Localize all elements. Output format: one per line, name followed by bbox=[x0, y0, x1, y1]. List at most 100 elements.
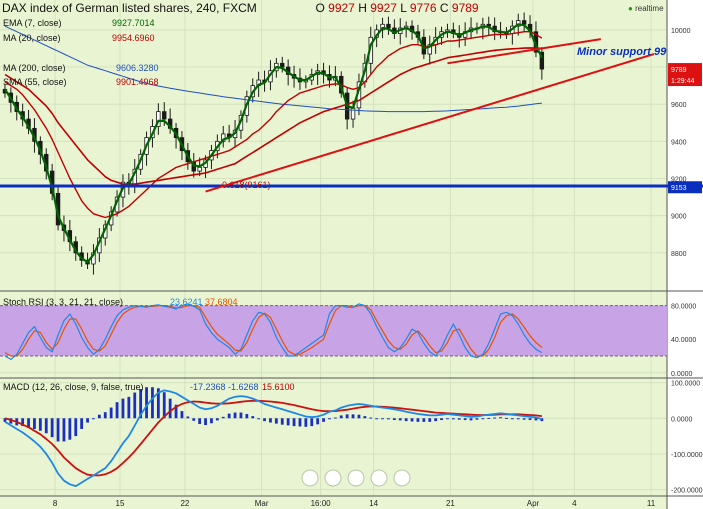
macd-histogram-bar bbox=[221, 416, 225, 419]
macd-histogram-bar bbox=[115, 402, 119, 419]
macd-value-1: -17.2368 bbox=[190, 382, 226, 392]
ohlc-close-value: 9789 bbox=[451, 1, 479, 15]
zoom-out-icon[interactable] bbox=[324, 469, 342, 487]
macd-histogram-bar bbox=[404, 418, 408, 422]
macd-histogram-bar bbox=[440, 418, 443, 421]
arrow-left-icon[interactable] bbox=[301, 469, 319, 487]
macd-histogram-bar bbox=[505, 417, 508, 419]
macd-histogram-bar bbox=[381, 418, 384, 420]
macd-histogram-bar bbox=[316, 418, 320, 425]
macd-histogram-bar bbox=[121, 398, 125, 419]
macd-histogram-bar bbox=[198, 418, 202, 424]
ohlc-open-value: 9927 bbox=[328, 1, 355, 15]
macd-histogram-bar bbox=[50, 418, 54, 438]
macd-histogram-bar bbox=[516, 418, 520, 420]
macd-histogram-bar bbox=[151, 387, 154, 419]
macd-histogram-bar bbox=[428, 418, 432, 422]
macd-histogram-bar bbox=[493, 417, 497, 419]
candle-body bbox=[197, 166, 202, 172]
macd-histogram-bar bbox=[103, 412, 107, 419]
macd-histogram-bar bbox=[322, 418, 325, 422]
macd-histogram-bar bbox=[192, 418, 196, 421]
macd-histogram-bar bbox=[310, 418, 314, 427]
indicator-ma20[interactable]: MA (20, close) bbox=[3, 33, 61, 43]
macd-histogram-bar bbox=[257, 418, 261, 420]
time-axis-tick-label: 14 bbox=[369, 499, 378, 508]
price-axis-tick-label: 9000 bbox=[671, 214, 687, 221]
indicator-ema[interactable]: EMA (7, close) bbox=[3, 18, 62, 28]
macd-histogram-bar bbox=[534, 418, 538, 421]
ohlc-close-key: C bbox=[439, 1, 449, 15]
macd-histogram-bar bbox=[233, 412, 237, 419]
macd-histogram-bar bbox=[86, 418, 89, 423]
minor-support-label: Minor support 99 bbox=[577, 46, 667, 58]
macd-histogram-bar bbox=[145, 387, 148, 419]
candle-body bbox=[521, 20, 527, 25]
macd-histogram-bar bbox=[328, 418, 331, 420]
price-tag-label: 1:29:44 bbox=[671, 78, 694, 85]
stoch-axis-tick-label: 80.0000 bbox=[671, 304, 696, 311]
candle-body bbox=[221, 133, 226, 142]
macd-histogram-bar bbox=[457, 418, 461, 420]
macd-histogram-bar bbox=[68, 418, 72, 440]
macd-histogram-bar bbox=[80, 418, 84, 429]
macd-histogram-bar bbox=[162, 392, 166, 419]
price-tag-label: 9789 bbox=[671, 67, 687, 74]
indicator-sma55[interactable]: SMA (55, close) bbox=[3, 77, 67, 87]
time-axis-tick-label: 16:00 bbox=[311, 499, 332, 508]
ohlc-high-value: 9927 bbox=[370, 1, 397, 15]
macd-histogram-bar bbox=[44, 418, 48, 434]
macd-histogram-bar bbox=[274, 418, 278, 424]
macd-histogram-bar bbox=[227, 413, 231, 419]
macd-histogram-bar bbox=[27, 418, 30, 428]
macd-histogram-bar bbox=[475, 418, 479, 420]
price-tag-label: 9153 bbox=[671, 185, 687, 192]
ohlc-readout: O 9927 H 9927 L 9776 C 9789 bbox=[315, 1, 478, 15]
time-axis-tick-label: Apr bbox=[527, 499, 540, 508]
trendline-0 bbox=[205, 53, 655, 193]
macd-histogram-bar bbox=[422, 418, 426, 422]
stoch-rsi-label[interactable]: Stoch RSI (3, 3, 21, 21, close) bbox=[3, 297, 124, 307]
macd-histogram-bar bbox=[410, 418, 414, 422]
macd-histogram-bar bbox=[499, 417, 502, 419]
ohlc-low-value: 9776 bbox=[409, 1, 437, 15]
arrow-right-icon[interactable] bbox=[393, 469, 411, 487]
chart-title: DAX index of German listed shares, 240, … bbox=[2, 1, 257, 15]
macd-histogram-bar bbox=[127, 396, 131, 419]
macd-histogram-bar bbox=[280, 418, 284, 425]
macd-histogram-bar bbox=[263, 418, 266, 422]
macd-histogram-bar bbox=[481, 418, 485, 420]
macd-histogram-bar bbox=[392, 418, 396, 421]
time-axis-tick-label: 15 bbox=[116, 499, 125, 508]
macd-histogram-bar bbox=[139, 388, 143, 419]
macd-histogram-bar bbox=[286, 418, 290, 426]
ohlc-low-key: L bbox=[400, 1, 407, 15]
macd-histogram-bar bbox=[215, 418, 219, 421]
ohlc-high-key: H bbox=[358, 1, 367, 15]
realtime-indicator: ● realtime bbox=[628, 4, 664, 13]
zoom-in-icon[interactable] bbox=[370, 469, 388, 487]
series-ma20 bbox=[4, 31, 543, 219]
macd-histogram-bar bbox=[451, 418, 455, 420]
macd-histogram-bar bbox=[174, 404, 178, 419]
macd-histogram-bar bbox=[339, 415, 343, 419]
macd-histogram-bar bbox=[156, 388, 160, 419]
macd-value-3: 15.6100 bbox=[262, 382, 295, 392]
macd-histogram-bar bbox=[416, 418, 420, 422]
indicator-ma200[interactable]: MA (200, close) bbox=[3, 63, 66, 73]
time-axis-tick-label: 11 bbox=[647, 499, 656, 508]
reset-icon[interactable] bbox=[347, 469, 365, 487]
macd-histogram-bar bbox=[133, 392, 137, 419]
macd-histogram-bar bbox=[469, 418, 473, 421]
macd-histogram-bar bbox=[446, 418, 449, 420]
time-axis-tick-label: 4 bbox=[572, 499, 577, 508]
macd-histogram-bar bbox=[3, 418, 7, 422]
macd-histogram-bar bbox=[21, 418, 25, 427]
stoch-k-value: 23.6241 bbox=[170, 297, 203, 307]
price-axis-tick-label: 9200 bbox=[671, 177, 687, 184]
trendline-1 bbox=[447, 38, 602, 65]
indicator-ma200-value: 9606.3280 bbox=[116, 63, 159, 73]
macd-label[interactable]: MACD (12, 26, close, 9, false, true) bbox=[3, 382, 144, 392]
candle-body bbox=[386, 23, 391, 29]
